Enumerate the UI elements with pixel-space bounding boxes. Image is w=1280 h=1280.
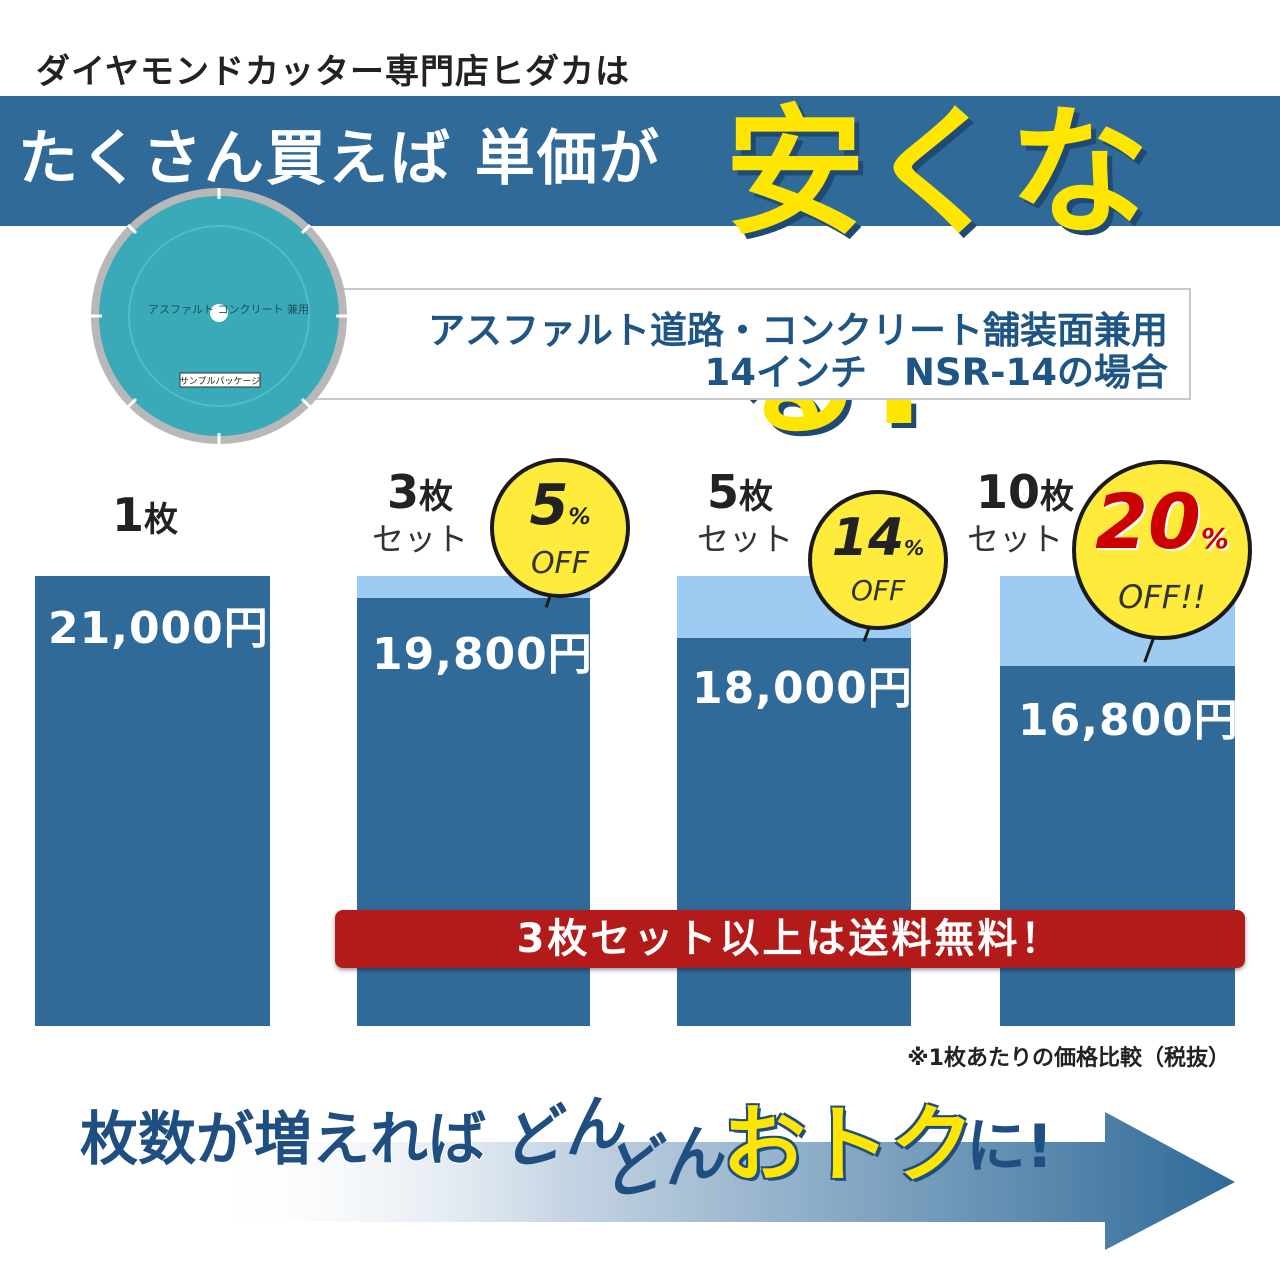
header-band-text: たくさん買えば 単価が [18, 124, 661, 194]
blade-print: アスファルト コンクリート 兼用 [148, 303, 309, 316]
tier-4-discount-badge: 20% OFF!! [1072, 460, 1252, 640]
product-line-1: アスファルト道路・コンクリート舗装面兼用 [428, 309, 1168, 352]
diamond-blade-image: アスファルト コンクリート 兼用 サンプルパッケージ [91, 188, 347, 444]
tier-4-qty-number: 10 [975, 465, 1040, 519]
tier-2-qty-unit: 枚 [419, 477, 453, 517]
shop-tagline: ダイヤモンドカッター専門店ヒダカは [36, 52, 630, 92]
tier-3-set-label: セット [696, 520, 793, 558]
tier-2-discount-value: 5 [529, 473, 569, 538]
tier-2-quantity: 3枚 [360, 465, 480, 519]
tier-2-discount-badge: 5% OFF [490, 458, 630, 598]
tier-3-percent-sign: % [904, 536, 925, 560]
footer-ni: に! [966, 1112, 1054, 1182]
footer-otoku: おトク [722, 1096, 975, 1194]
tier-3-qty-unit: 枚 [739, 477, 773, 517]
tier-2-set-label: セット [371, 520, 468, 558]
tier-3-discount-badge: 14% OFF [808, 490, 948, 630]
tier-4-qty-unit: 枚 [1040, 477, 1074, 517]
tier-3-qty-number: 5 [706, 465, 739, 519]
tier-1-qty-number: 1 [111, 488, 144, 542]
tier-4-quantity: 10枚 [960, 465, 1090, 519]
tier-3-quantity: 5枚 [680, 465, 800, 519]
blade-package-label: サンプルパッケージ [180, 376, 261, 387]
free-shipping-banner: 3枚セット以上は送料無料！ [335, 910, 1245, 968]
footer-text: 枚数が増えれば [79, 1104, 487, 1174]
tier-1-price: 21,000円 [48, 603, 269, 654]
product-info-box [285, 288, 1191, 400]
tier-4-price: 16,800円 [1018, 695, 1239, 746]
tier-3-price: 18,000円 [692, 663, 913, 714]
tier-1-quantity: 1枚 [60, 488, 230, 542]
product-line-2: 14インチ NSR-14の場合 [704, 351, 1168, 394]
tier-4-percent-sign: % [1200, 522, 1229, 555]
tier-2-percent-sign: % [568, 505, 591, 530]
tier-1-qty-unit: 枚 [144, 500, 178, 540]
tier-4-set-label: セット [966, 520, 1063, 558]
gradient-arrow [200, 1112, 1235, 1250]
tier-4-off-label: OFF!! [1118, 578, 1206, 616]
header-highlight: 安くなる! [725, 92, 1152, 457]
tier-2-qty-number: 3 [386, 465, 419, 519]
tier-4-discount-value: 20 [1095, 477, 1201, 566]
tier-2-price: 19,800円 [372, 629, 593, 680]
tier-1-bar [35, 576, 270, 1026]
tier-3-off-label: OFF [850, 574, 906, 607]
tier-2-off-label: OFF [530, 546, 590, 581]
tier-3-discount-value: 14 [831, 508, 905, 568]
price-note: ※1枚あたりの価格比較（税抜） [907, 1046, 1230, 1071]
